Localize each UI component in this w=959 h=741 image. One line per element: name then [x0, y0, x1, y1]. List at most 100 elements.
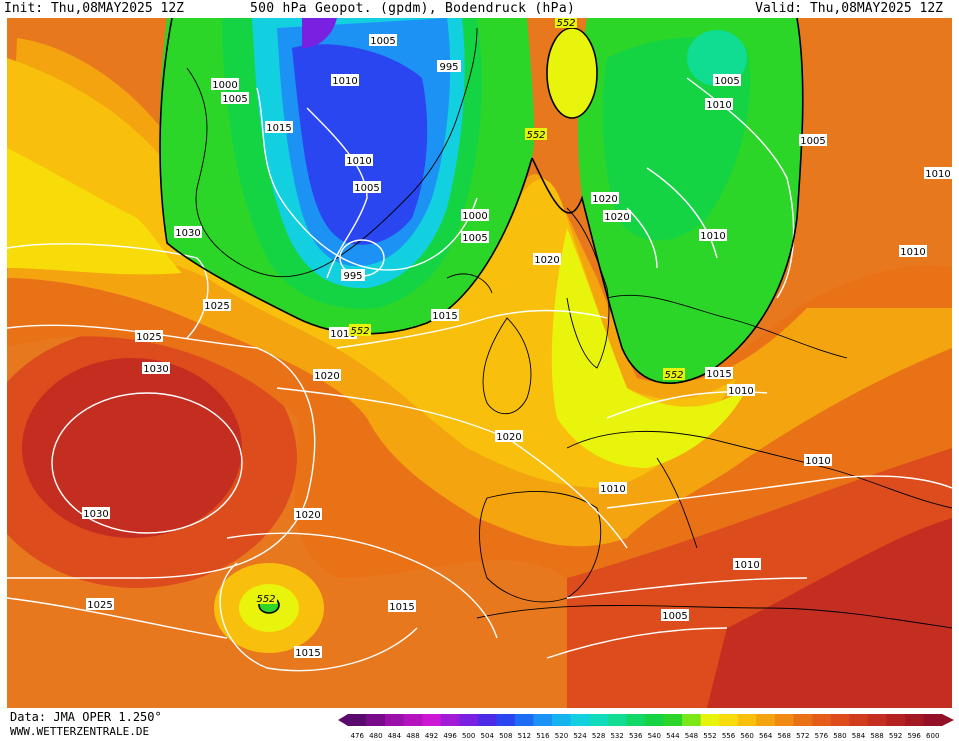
- svg-text:552: 552: [664, 370, 683, 381]
- label-1010-med: 1010: [599, 482, 627, 495]
- norway-coast: [566, 207, 610, 369]
- isobar-1010-greenland: [306, 107, 368, 279]
- svg-text:1010: 1010: [734, 560, 759, 571]
- legend-swatch: [477, 714, 497, 726]
- legend-swatch: [385, 714, 404, 726]
- legend-value-label: 564: [759, 732, 773, 740]
- color-scale-legend: 476 480 484 488 492 496 500 504 508 512 516 520 524 5…: [338, 714, 954, 740]
- label-1025-mid: 1025: [135, 330, 163, 343]
- legend-value-label: 476: [351, 732, 365, 740]
- svg-text:1010: 1010: [346, 156, 371, 167]
- legend-swatch: [589, 714, 609, 726]
- label-1005-greenland-b: 1005: [461, 231, 489, 244]
- svg-text:1020: 1020: [314, 371, 339, 382]
- svg-text:1005: 1005: [370, 36, 395, 47]
- svg-text:1030: 1030: [83, 509, 108, 520]
- label-1005-ne: 1005: [713, 74, 741, 87]
- legend-value-label: 580: [833, 732, 846, 740]
- label-1005-west: 1005: [221, 92, 249, 105]
- legend-value-label: 488: [406, 732, 419, 740]
- svg-text:1005: 1005: [662, 611, 687, 622]
- svg-text:1025: 1025: [136, 332, 161, 343]
- svg-text:1010: 1010: [600, 484, 625, 495]
- legend-swatch: [515, 714, 534, 726]
- legend-swatch: [645, 714, 664, 726]
- legend-value-label: 512: [518, 732, 531, 740]
- legend-value-label: 508: [499, 732, 512, 740]
- label-1010-ne: 1010: [705, 98, 733, 111]
- legend-swatch: [886, 714, 906, 726]
- svg-text:1020: 1020: [496, 432, 521, 443]
- svg-text:1005: 1005: [714, 76, 739, 87]
- label-1020-mid: 1020: [313, 369, 341, 382]
- svg-text:1005: 1005: [222, 94, 247, 105]
- geopot-field-low-508: [292, 44, 428, 245]
- legend-swatch: [774, 714, 794, 726]
- geopot-field-high-se-core: [707, 518, 952, 708]
- label-1020-scand-b: 1020: [603, 210, 631, 223]
- label-1010-east-edge: 1010: [924, 167, 952, 180]
- isobar-1005-africa: [546, 627, 728, 659]
- legend-swatch: [756, 714, 776, 726]
- label-1010-africa: 1010: [733, 558, 761, 571]
- data-source: Data: JMA OPER 1.250°: [10, 710, 162, 724]
- legend-value-label: 596: [907, 732, 921, 740]
- label-1015-west: 1015: [265, 121, 293, 134]
- svg-text:1030: 1030: [175, 228, 200, 239]
- isobar-1020-south: [226, 532, 498, 639]
- label-1005-east: 1005: [799, 134, 827, 147]
- legend-value-label: 520: [555, 732, 568, 740]
- svg-text:1005: 1005: [462, 233, 487, 244]
- legend-value-label: 484: [388, 732, 402, 740]
- greenland-coast: [186, 27, 478, 278]
- contour-552-west: [159, 18, 533, 335]
- contour-552-east: [531, 18, 804, 384]
- geopot-field-trough-east-inner: [602, 37, 751, 241]
- legend-value-label: 544: [666, 732, 680, 740]
- isobar-labels: 1005 995 1010 1000 1005 1015 1010 1005 1…: [82, 34, 952, 659]
- label-552-top: 552: [555, 18, 577, 29]
- geopot-field-high-sw-core: [22, 358, 242, 538]
- legend-value-label: 600: [926, 732, 939, 740]
- svg-text:1020: 1020: [604, 212, 629, 223]
- label-1010-greenland-b: 1010: [345, 154, 373, 167]
- legend-value-label: 592: [889, 732, 902, 740]
- legend-arrow-left: [338, 714, 348, 726]
- legend-swatch: [904, 714, 924, 726]
- label-1010-greenland-a: 1010: [331, 74, 359, 87]
- geopot-field-yellow-west: [7, 148, 182, 275]
- geopot-field-cutoff-north: [547, 28, 597, 118]
- baltic-coast: [606, 294, 848, 359]
- legend-swatch: [812, 714, 831, 726]
- svg-text:1000: 1000: [462, 211, 487, 222]
- isobar-1010-south: [606, 475, 952, 509]
- isobar-1015-cutoff: [219, 562, 418, 672]
- label-1010-east: 1010: [899, 245, 927, 258]
- svg-text:552: 552: [526, 130, 545, 141]
- legend-swatch: [719, 714, 739, 726]
- legend-swatch: [422, 714, 442, 726]
- svg-text:1020: 1020: [592, 194, 617, 205]
- label-1030-mid: 1030: [142, 362, 170, 375]
- legend-value-label: 504: [481, 732, 495, 740]
- legend-swatch: [403, 714, 423, 726]
- isobar-1025-south: [7, 597, 228, 639]
- legend-swatch: [626, 714, 646, 726]
- legend-value-label: 500: [462, 732, 475, 740]
- map-canvas: 1005 995 1010 1000 1005 1015 1010 1005 1…: [7, 18, 952, 708]
- legend-value-label: 588: [870, 732, 883, 740]
- svg-text:995: 995: [343, 271, 362, 282]
- legend-swatch: [923, 714, 943, 726]
- label-1010-scand: 1010: [699, 229, 727, 242]
- label-1010-balkans: 1010: [804, 454, 832, 467]
- legend-value-label: 480: [369, 732, 382, 740]
- label-1015-south: 1015: [294, 646, 322, 659]
- color-scale-labels: 476 480 484 488 492 496 500 504 508 512 516 520 524 5…: [351, 732, 940, 740]
- legend-swatch: [533, 714, 553, 726]
- legend-swatch: [496, 714, 516, 726]
- label-552-iceland: 552: [525, 128, 547, 141]
- svg-text:1010: 1010: [330, 329, 355, 340]
- legend-swatch: [830, 714, 850, 726]
- label-1005-africa: 1005: [661, 609, 689, 622]
- svg-text:1015: 1015: [295, 648, 320, 659]
